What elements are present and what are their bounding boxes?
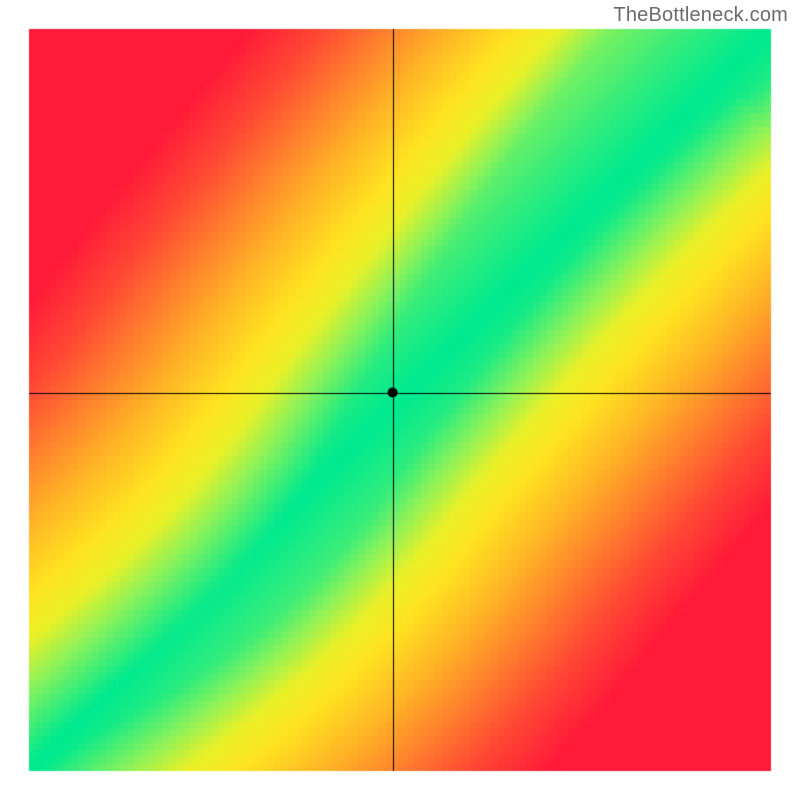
watermark-text: TheBottleneck.com — [613, 4, 788, 27]
chart-wrapper: TheBottleneck.com — [0, 0, 800, 800]
bottleneck-heatmap-canvas — [0, 0, 800, 800]
